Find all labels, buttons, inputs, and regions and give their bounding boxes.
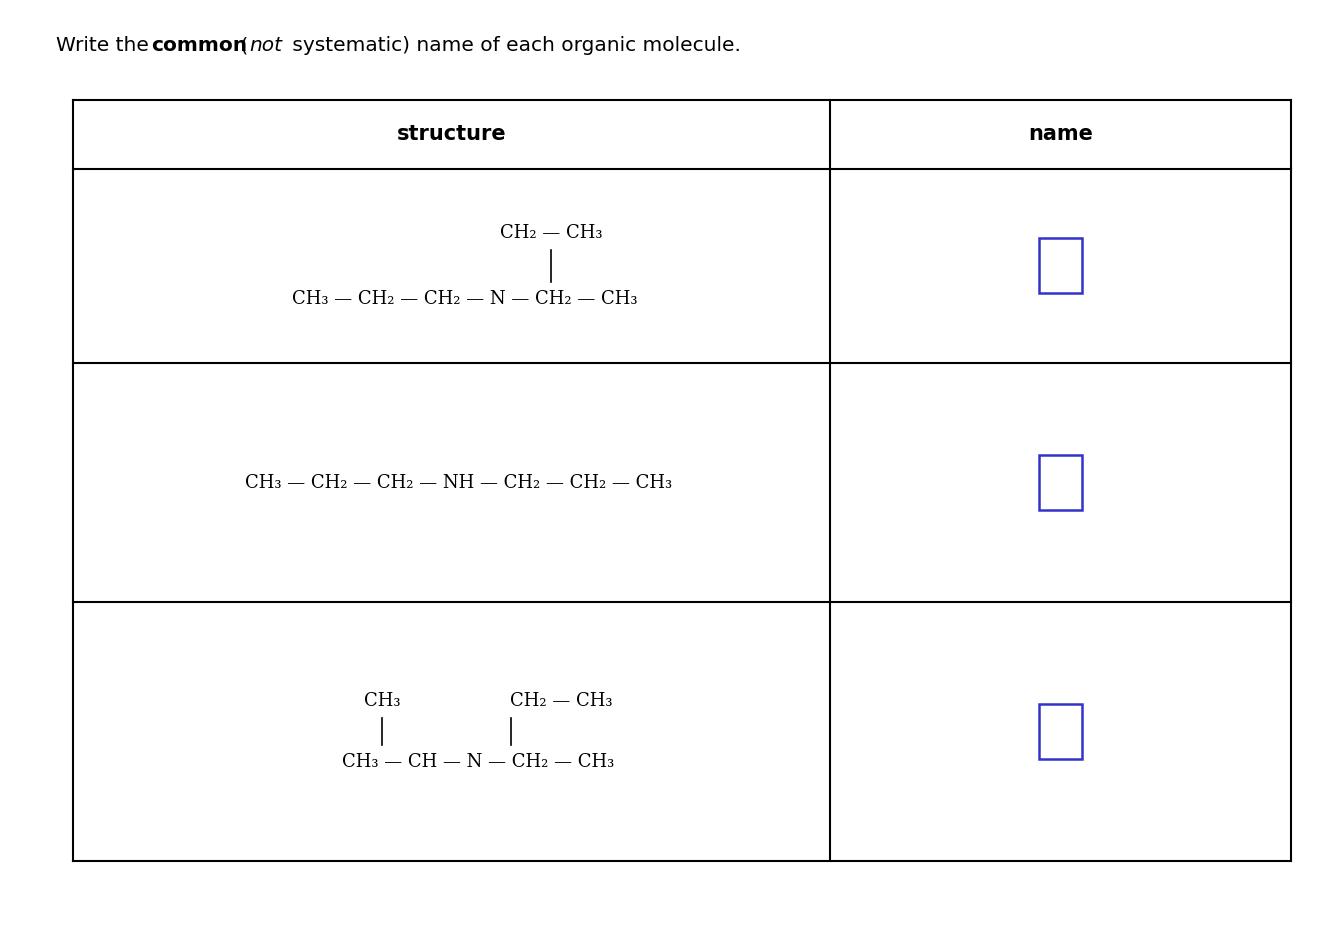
Text: CH₃ — CH₂ — CH₂ — N — CH₂ — CH₃: CH₃ — CH₂ — CH₂ — N — CH₂ — CH₃ xyxy=(292,290,637,308)
Text: name: name xyxy=(1028,124,1093,144)
Text: CH₂ — CH₃: CH₂ — CH₃ xyxy=(499,224,603,242)
Text: CH₂ — CH₃: CH₂ — CH₃ xyxy=(510,692,614,710)
Text: CH₃ — CH — N — CH₂ — CH₃: CH₃ — CH — N — CH₂ — CH₃ xyxy=(341,753,615,771)
Text: CH₃ — CH₂ — CH₂ — NH — CH₂ — CH₂ — CH₃: CH₃ — CH₂ — CH₂ — NH — CH₂ — CH₂ — CH₃ xyxy=(244,474,672,491)
Text: (: ( xyxy=(234,36,248,55)
Text: common: common xyxy=(151,36,247,55)
Bar xyxy=(1038,703,1081,758)
Bar xyxy=(1038,238,1081,294)
Text: structure: structure xyxy=(397,124,506,144)
Text: not: not xyxy=(250,36,283,55)
Bar xyxy=(1038,455,1081,510)
Text: CH₃: CH₃ xyxy=(364,692,401,710)
Text: systematic) name of each organic molecule.: systematic) name of each organic molecul… xyxy=(286,36,741,55)
Text: Write the: Write the xyxy=(56,36,155,55)
